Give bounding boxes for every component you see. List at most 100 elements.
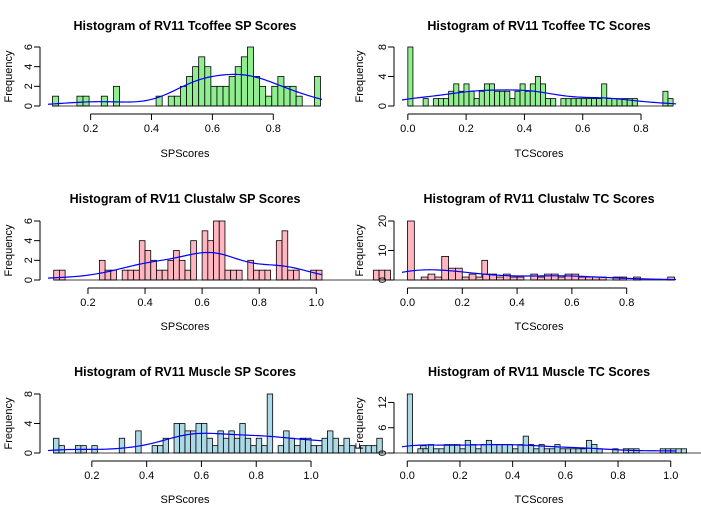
density-curve [47, 251, 323, 279]
histogram-bar [455, 267, 463, 281]
histogram-bar [310, 445, 317, 454]
histogram-bar [545, 98, 552, 107]
histogram-bar [586, 439, 593, 454]
histogram-bar [207, 240, 214, 281]
x-tick-label: 0.6 [575, 123, 590, 135]
histogram-bar [195, 423, 202, 454]
histogram-bar [420, 276, 429, 281]
histogram-bar [295, 95, 303, 107]
histogram-bar [544, 273, 552, 281]
histogram-bar [560, 98, 567, 107]
histogram-bar [265, 95, 273, 107]
histogram-bar [167, 259, 174, 281]
histogram-bar [135, 430, 142, 454]
y-tick-label: 6 [23, 218, 35, 224]
histogram-bar [550, 98, 557, 107]
histogram-bar [192, 66, 200, 107]
chart-title: Histogram of RV11 Clustalw TC Scores [423, 192, 654, 206]
histogram-bar [266, 393, 274, 454]
x-tick-label: 0.2 [80, 297, 95, 309]
histogram-bar [332, 437, 339, 454]
histogram-bar [463, 83, 470, 107]
histogram-bar [557, 276, 566, 281]
histogram-bar [461, 276, 470, 281]
histogram-bar [235, 269, 243, 281]
x-tick-label: 0.4 [505, 470, 520, 482]
histogram-panel-6: Histogram of RV11 Muscle TC Scores 0.0 0.2… [354, 365, 701, 506]
y-axis-label: Frequency [354, 224, 366, 276]
histogram-bar [499, 90, 506, 107]
histogram-bar [321, 437, 328, 454]
histogram-bar [100, 95, 108, 107]
x-tick-label: 0.0 [400, 123, 415, 135]
histogram-bar [201, 230, 209, 281]
histogram-bar [549, 448, 556, 454]
y-tick-label: 0 [377, 450, 389, 456]
x-tick-label: 0.6 [564, 297, 579, 309]
histogram-bar [422, 448, 429, 454]
histogram-bar [82, 95, 90, 107]
histogram-bar [580, 98, 587, 107]
y-axis-label: Frequency [3, 50, 15, 102]
histogram-bar [509, 98, 516, 107]
histogram-bar [585, 98, 592, 107]
histogram-bar [327, 430, 334, 454]
histogram-bar [288, 437, 295, 454]
x-tick-label: 0.2 [83, 123, 98, 135]
histogram-bar [496, 444, 503, 454]
histogram-bar [228, 76, 236, 107]
histogram-panel-5: Histogram of RV11 Muscle SP Scores 0.2 0.4… [3, 365, 427, 506]
histogram-bar [184, 269, 192, 281]
histogram-panel-2: Histogram of RV11 Tcoffee TC Scores 0.0 0.… [354, 19, 677, 160]
x-tick-label: 0.6 [205, 123, 220, 135]
histogram-bar [277, 76, 285, 107]
histogram-panel-1: Histogram of RV11 Tcoffee SP Scores 0.2 0.… [3, 19, 323, 160]
histogram-bar [239, 423, 246, 454]
histogram-bar [454, 444, 461, 454]
histogram-bar [53, 269, 60, 281]
histogram-bar [578, 276, 586, 281]
x-tick-label: 1.0 [663, 470, 678, 482]
y-tick-label: 4 [23, 420, 35, 426]
histogram-bar [271, 85, 279, 107]
histogram-bar [222, 85, 230, 107]
x-tick-label: 0.6 [558, 470, 573, 482]
histogram-bar [519, 83, 526, 107]
histogram-bar [543, 448, 550, 454]
histogram-bar [264, 269, 272, 281]
histogram-bar [453, 83, 460, 107]
x-tick-label: 0.8 [252, 297, 267, 309]
density-curve [401, 89, 677, 105]
histogram-bar [517, 444, 524, 454]
histogram-bar [313, 76, 321, 107]
x-axis-label: TCScores [515, 148, 564, 160]
density-curve [401, 444, 677, 452]
y-tick-label: 10 [377, 244, 389, 256]
y-tick-label: 0 [23, 450, 35, 456]
histogram-bar [198, 56, 206, 107]
histogram-bar [533, 448, 540, 454]
histogram-bar [564, 273, 573, 281]
histogram-bar [138, 240, 146, 281]
histogram-bar [506, 444, 514, 454]
histogram-bar [53, 437, 60, 454]
histogram-bar [110, 269, 117, 281]
histogram-bar [294, 445, 301, 454]
y-tick-label: 6 [377, 425, 389, 431]
density-curve [401, 269, 677, 281]
x-tick-label: 0.8 [249, 470, 264, 482]
histogram-bar [475, 448, 482, 454]
x-tick-label: 0.0 [400, 297, 415, 309]
histogram-bar [240, 56, 248, 107]
histogram-bar [516, 276, 525, 281]
histogram-bar [144, 250, 152, 281]
histogram-bar [417, 448, 424, 454]
x-tick-label: 1.0 [303, 470, 318, 482]
y-tick-label: 4 [377, 73, 389, 79]
histogram-bar [475, 276, 484, 281]
x-tick-label: 0.6 [194, 470, 209, 482]
histogram-bar [211, 445, 219, 454]
histogram-bar [458, 90, 465, 107]
x-tick-label: 0.8 [610, 470, 625, 482]
histogram-bar [133, 269, 140, 281]
